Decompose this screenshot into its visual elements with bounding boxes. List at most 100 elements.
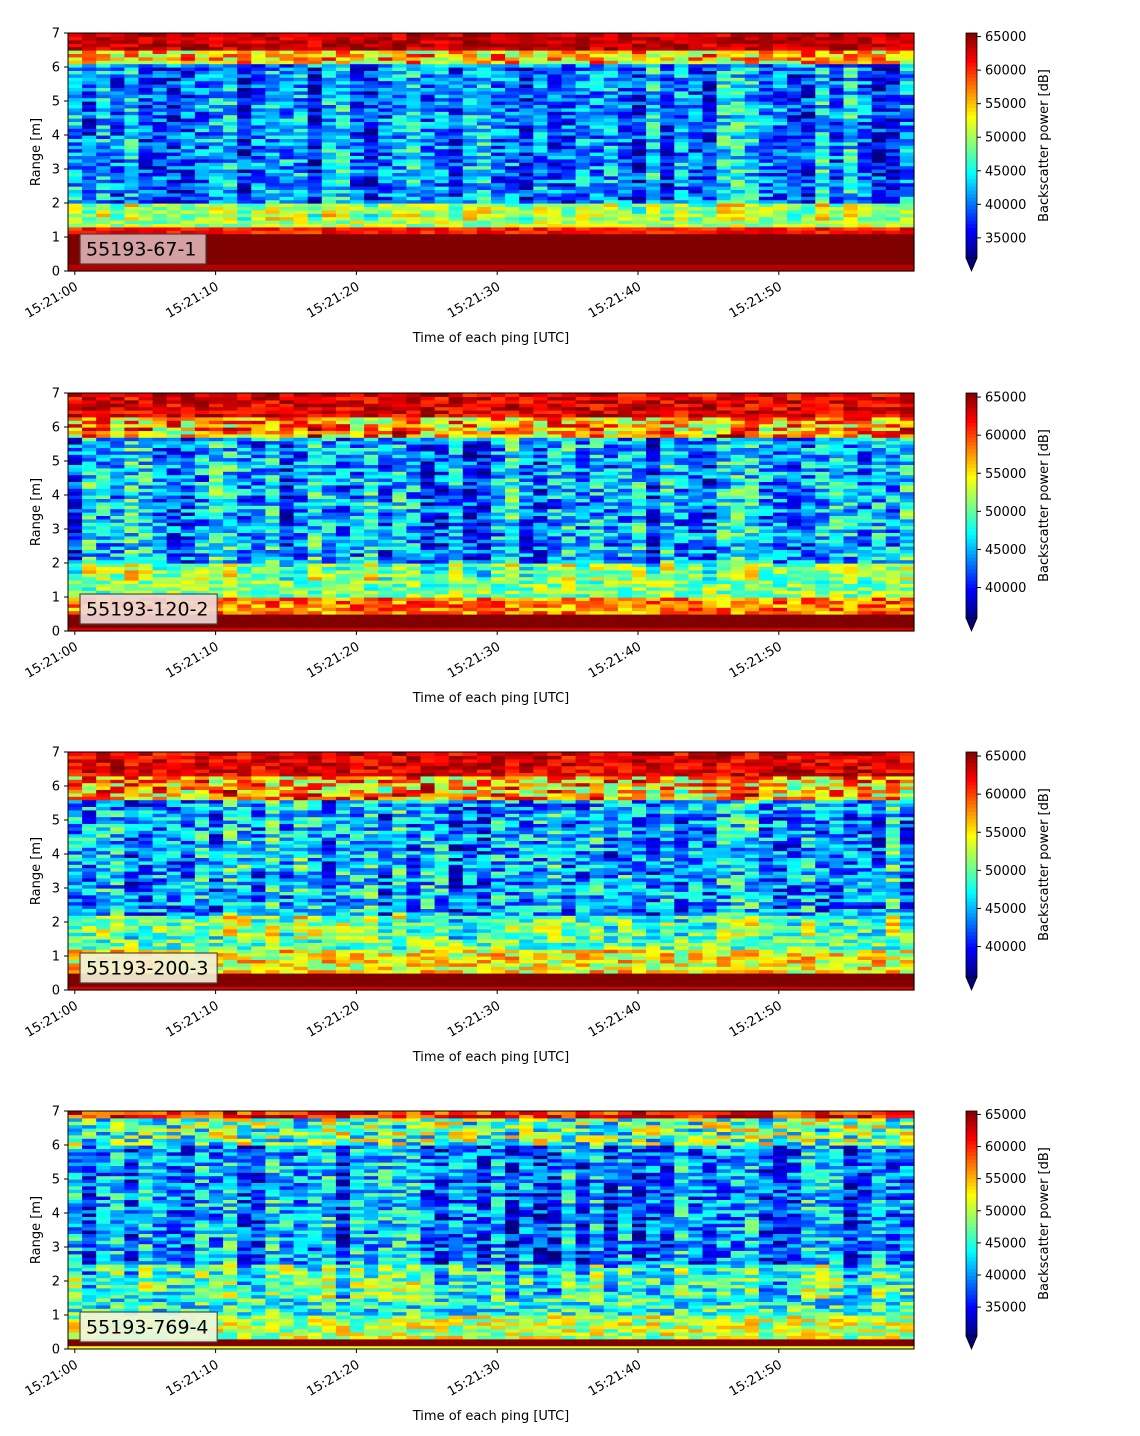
- heatmap-cell: [110, 420, 125, 425]
- heatmap-cell: [96, 148, 111, 153]
- heatmap-cell: [279, 77, 295, 82]
- heatmap-cell: [68, 141, 83, 146]
- heatmap-cell: [646, 243, 661, 248]
- heatmap-cell: [166, 403, 182, 408]
- heatmap-cell: [82, 226, 97, 231]
- heatmap-cell: [223, 264, 238, 269]
- heatmap-cell: [350, 148, 365, 153]
- heatmap-cell: [406, 141, 422, 146]
- heatmap-cell: [646, 175, 661, 180]
- heatmap-cell: [815, 243, 830, 248]
- heatmap-cell: [251, 53, 266, 58]
- heatmap-cell: [617, 131, 633, 136]
- heatmap-cell: [96, 90, 111, 95]
- heatmap-cell: [519, 233, 534, 238]
- heatmap-cell: [843, 233, 859, 238]
- heatmap-cell: [265, 118, 281, 122]
- heatmap-cell: [180, 220, 196, 224]
- heatmap-cell: [138, 46, 154, 51]
- heatmap-cell: [660, 233, 675, 238]
- heatmap-cell: [68, 254, 83, 258]
- heatmap-cell: [237, 220, 252, 224]
- heatmap-cell: [96, 39, 111, 44]
- heatmap-cell: [533, 148, 548, 153]
- heatmap-cell: [68, 121, 83, 126]
- heatmap-cell: [110, 199, 125, 204]
- heatmap-cell: [434, 182, 450, 187]
- heatmap-cell: [265, 243, 281, 248]
- heatmap-cell: [166, 488, 182, 493]
- heatmap-cell: [166, 121, 182, 126]
- heatmap-cell: [124, 155, 140, 160]
- heatmap-cell: [448, 192, 464, 197]
- heatmap-cell: [575, 182, 591, 187]
- heatmap-cell: [406, 226, 422, 231]
- heatmap-cell: [617, 165, 633, 170]
- heatmap-cell: [251, 107, 266, 112]
- heatmap-cell: [223, 87, 238, 92]
- heatmap-cell: [885, 233, 901, 238]
- heatmap-cell: [603, 33, 619, 37]
- heatmap-cell: [110, 46, 125, 51]
- heatmap-cell: [632, 175, 647, 180]
- heatmap-cell: [801, 148, 816, 153]
- heatmap-cell: [82, 43, 97, 48]
- heatmap-cell: [321, 192, 337, 197]
- heatmap-cell: [209, 107, 224, 112]
- heatmap-cell: [124, 420, 140, 425]
- heatmap-cell: [124, 60, 140, 65]
- heatmap-cell: [702, 148, 718, 153]
- heatmap-cell: [138, 70, 154, 75]
- heatmap-cell: [321, 243, 337, 248]
- heatmap-cell: [575, 165, 591, 170]
- heatmap-cell: [68, 403, 83, 408]
- heatmap-cell: [279, 145, 295, 150]
- heatmap-cell: [223, 101, 238, 105]
- heatmap-cell: [223, 145, 238, 150]
- heatmap-cell: [448, 250, 464, 255]
- heatmap-cell: [815, 148, 830, 153]
- heatmap-cell: [96, 189, 111, 194]
- heatmap-cell: [68, 145, 83, 150]
- heatmap-cell: [194, 199, 210, 204]
- heatmap-cell: [378, 175, 393, 180]
- heatmap-cell: [321, 33, 337, 37]
- heatmap-cell: [293, 43, 309, 48]
- heatmap-cell: [194, 158, 210, 163]
- heatmap-cell: [321, 158, 337, 163]
- heatmap-cell: [96, 169, 111, 173]
- heatmap-cell: [899, 264, 915, 269]
- heatmap-cell: [209, 206, 224, 211]
- heatmap-cell: [223, 267, 238, 272]
- heatmap-cell: [209, 243, 224, 248]
- heatmap-cell: [251, 135, 266, 139]
- heatmap-cell: [307, 175, 323, 180]
- heatmap-cell: [152, 131, 168, 136]
- heatmap-cell: [180, 70, 196, 75]
- heatmap-cell: [96, 84, 111, 88]
- heatmap-cell: [293, 128, 309, 133]
- heatmap-cell: [194, 471, 210, 476]
- heatmap-cell: [801, 131, 816, 136]
- heatmap-cell: [279, 131, 295, 136]
- heatmap-cell: [434, 243, 450, 248]
- heatmap-cell: [843, 209, 859, 214]
- heatmap-cell: [223, 155, 238, 160]
- heatmap-cell: [843, 216, 859, 221]
- heatmap-cell: [166, 179, 182, 184]
- heatmap-cell: [885, 158, 901, 163]
- heatmap-cell: [491, 148, 506, 153]
- heatmap-cell: [744, 226, 760, 231]
- heatmap-cell: [180, 135, 196, 139]
- heatmap-cell: [730, 250, 746, 255]
- heatmap-cell: [730, 165, 746, 170]
- heatmap-cell: [138, 94, 154, 99]
- colorbar-segment: [966, 134, 977, 139]
- heatmap-cell: [843, 264, 859, 269]
- heatmap-cell: [265, 131, 281, 136]
- heatmap-cell: [209, 189, 224, 194]
- heatmap-cell: [787, 233, 802, 238]
- heatmap-cell: [265, 36, 281, 41]
- heatmap-cell: [815, 199, 830, 204]
- colorbar-segment: [966, 123, 977, 128]
